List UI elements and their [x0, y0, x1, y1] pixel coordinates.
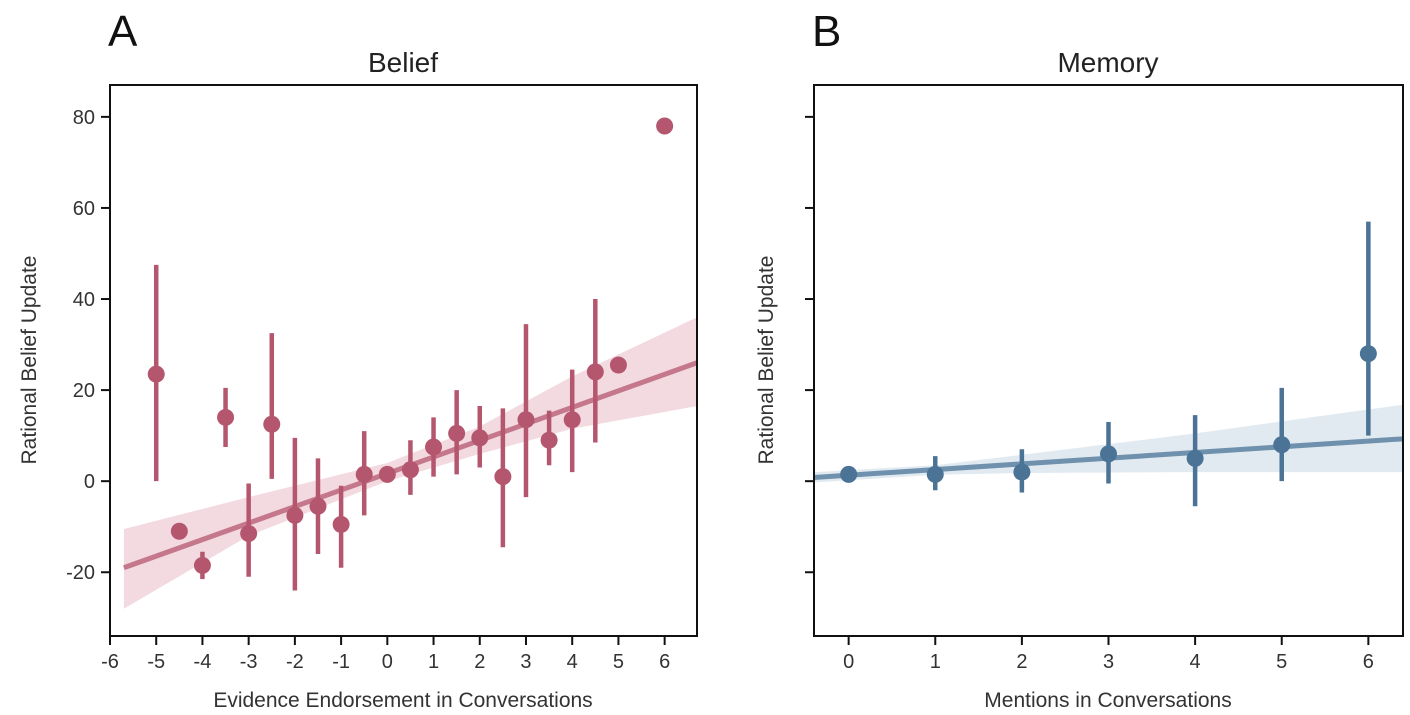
panel-a-data-point-3	[217, 408, 235, 426]
panel-a-data-point-11	[401, 461, 419, 479]
panel-a-plot-area	[123, 117, 698, 609]
panel-b-x-tick-label-1: 1	[930, 651, 941, 673]
panel-b-x-tick-label-5: 5	[1276, 651, 1287, 673]
panel-b-frame	[813, 84, 1404, 637]
panel-b-x-tick-label-4: 4	[1190, 651, 1201, 673]
panel-a-data-point-5	[263, 415, 281, 433]
panel-a-data-point-10	[378, 465, 396, 483]
panel-b: B Memory 0 1 2 3 4 5 6 Mentions in Conversatio…	[755, 7, 1404, 712]
panel-a-data-point-19	[586, 363, 604, 381]
panel-b-confidence-band	[814, 404, 1403, 483]
panel-a-data-point-6	[286, 506, 304, 524]
panel-a-data-point-21	[656, 117, 674, 135]
panel-a-data-point-18	[563, 411, 581, 429]
panel-a-y-tick-label-5: 80	[73, 107, 95, 129]
panel-b-data-point-2	[1013, 463, 1031, 481]
panel-b-data-point-0	[840, 465, 858, 483]
panel-a-data-point-16	[517, 411, 535, 429]
panel-a-axes: -6 -5 -4 -3 -2 -1 0 1 2 3 4 5 6 -20 0 20 40 60 80	[66, 107, 670, 673]
panel-b-data-point-1	[926, 465, 944, 483]
panel-b-data-point-4	[1186, 449, 1204, 467]
panel-a-data-point-13	[448, 424, 466, 442]
panel-a-data-point-2	[193, 556, 211, 574]
panel-a-data-point-9	[355, 465, 373, 483]
panel-a-x-tick-label-4: -2	[286, 651, 304, 673]
panel-a: A Belief -6 -5 -4 -3 -2 -1 0 1 2 3 4 5 6 -20 0 20 40 60 80…	[18, 7, 698, 712]
panel-b-data-point-3	[1100, 445, 1117, 463]
panel-b-y-axis-label: Rational Belief Update	[755, 256, 778, 465]
panel-a-x-tick-label-12: 6	[659, 651, 670, 673]
panel-a-x-tick-label-1: -5	[147, 651, 165, 673]
panel-b-x-tick-label-6: 6	[1363, 651, 1374, 673]
panel-a-x-tick-label-10: 4	[567, 651, 578, 673]
panel-a-title: Belief	[368, 47, 438, 78]
panel-a-x-tick-label-8: 2	[474, 651, 485, 673]
panel-b-x-tick-label-0: 0	[843, 651, 854, 673]
panel-a-data-point-1	[170, 522, 188, 540]
panel-b-title: Memory	[1057, 47, 1158, 78]
panel-b-data-point-6	[1359, 345, 1377, 363]
panel-a-x-tick-label-9: 3	[520, 651, 531, 673]
panel-a-data-point-17	[540, 431, 558, 449]
panel-a-x-tick-label-5: -1	[332, 651, 350, 673]
panel-b-x-axis-label: Mentions in Conversations	[984, 689, 1231, 712]
panel-a-data-point-8	[332, 515, 350, 533]
panel-a-x-tick-label-2: -4	[194, 651, 212, 673]
panel-a-letter: A	[108, 7, 138, 56]
panel-b-x-tick-label-2: 2	[1016, 651, 1027, 673]
panel-b-data-point-5	[1273, 436, 1291, 454]
panel-a-y-tick-label-1: 0	[84, 471, 95, 493]
panel-b-axes: 0 1 2 3 4 5 6	[805, 115, 1374, 673]
panel-b-letter: B	[812, 7, 841, 56]
panel-a-x-tick-label-6: 0	[382, 651, 393, 673]
panel-a-y-tick-label-3: 40	[73, 289, 95, 311]
panel-a-data-point-4	[240, 525, 258, 543]
panel-a-x-tick-label-11: 5	[613, 651, 624, 673]
panel-a-y-tick-label-4: 60	[73, 198, 95, 220]
panel-a-data-point-20	[609, 356, 627, 374]
panel-a-y-tick-label-2: 20	[73, 380, 95, 402]
panel-b-plot-area	[813, 221, 1404, 507]
panel-a-x-axis-label: Evidence Endorsement in Conversations	[213, 689, 592, 712]
panel-a-x-tick-label-7: 1	[428, 651, 439, 673]
panel-a-y-axis-label: Rational Belief Update	[18, 256, 41, 465]
panel-a-frame	[109, 84, 698, 637]
panel-a-data-point-12	[425, 438, 443, 456]
panel-a-y-tick-label-0: -20	[66, 562, 95, 584]
panel-a-data-point-0	[147, 365, 165, 383]
panel-b-x-tick-label-3: 3	[1103, 651, 1114, 673]
panel-a-data-point-14	[471, 429, 489, 447]
panel-a-x-tick-label-0: -6	[101, 651, 119, 673]
panel-a-x-tick-label-3: -3	[240, 651, 258, 673]
panel-a-data-point-15	[494, 468, 512, 486]
panel-a-data-point-7	[309, 497, 327, 515]
